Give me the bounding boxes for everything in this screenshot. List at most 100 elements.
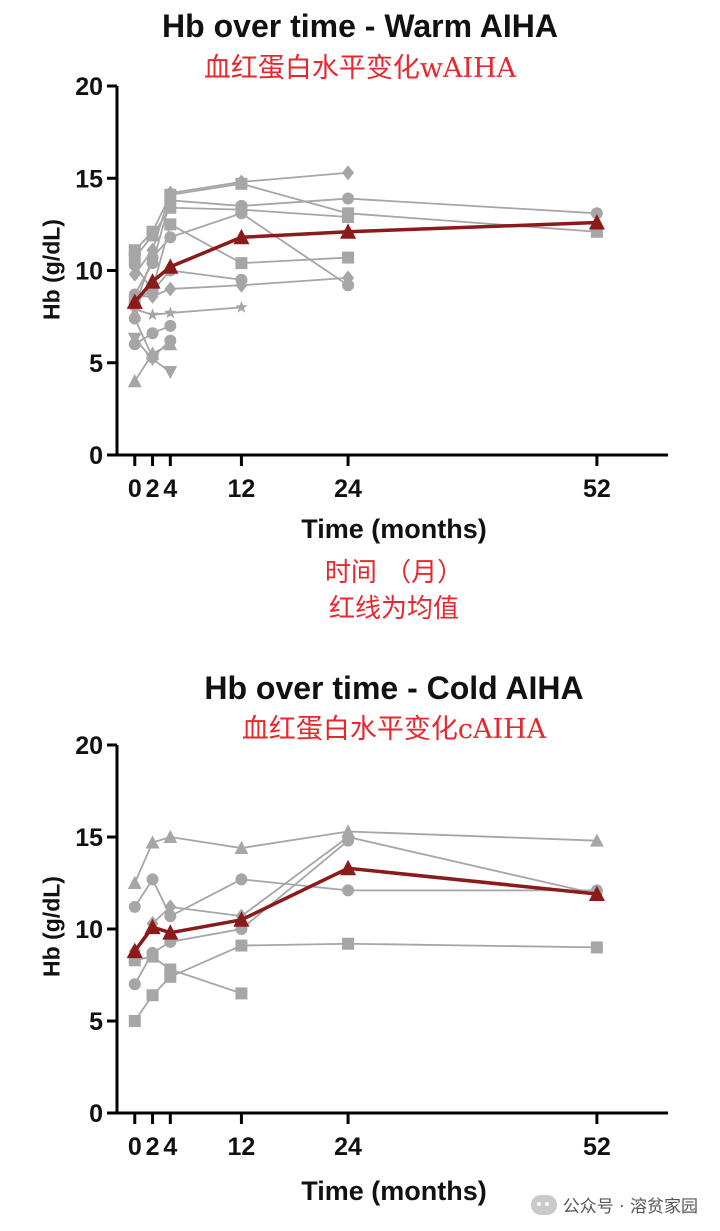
chart2-individual-point xyxy=(128,900,141,913)
chart2-x-tick-label: 52 xyxy=(583,1133,611,1161)
chart1-individual-point xyxy=(146,308,159,321)
chart1-individual-line xyxy=(133,197,597,295)
chart2-mean-point xyxy=(144,918,161,935)
chart2-individual-point xyxy=(235,939,248,952)
chart2-individual-point xyxy=(128,1015,141,1027)
chart2-individual-point xyxy=(590,941,603,954)
watermark: 公众号 · 溶贫家园 xyxy=(530,1192,698,1217)
chart2-individual-point xyxy=(163,829,178,843)
chart1-mean-point xyxy=(233,228,250,245)
chart1-mean-point xyxy=(126,293,143,309)
chart1-y-tick-label: 15 xyxy=(75,165,103,193)
chart2-individual-point xyxy=(146,873,159,886)
chart1-y-tick-label: 0 xyxy=(89,442,103,470)
chart2-individual-point xyxy=(342,937,355,950)
chart1-individual-point xyxy=(342,165,355,181)
chart1-x-tick-label: 4 xyxy=(163,475,177,503)
chart1-xlabel: Time (months) xyxy=(301,514,487,544)
chart2-individual-point xyxy=(342,834,355,847)
chart1-mean-point xyxy=(162,258,179,274)
chart2-individual-point xyxy=(590,833,604,847)
chart1-individual-point xyxy=(145,346,160,360)
chart1-x-tick-label: 2 xyxy=(146,475,160,503)
chart1-individual-point xyxy=(342,251,355,264)
chart1-y-tick-label: 5 xyxy=(89,350,103,378)
chart1-individual-point xyxy=(164,319,177,332)
chart1-note-cn: 红线为均值 xyxy=(328,594,459,624)
chart2-individual-point xyxy=(164,899,177,915)
chart2-individual-line xyxy=(134,836,598,952)
chart1-individual-point xyxy=(164,218,177,231)
chart1-individual-point xyxy=(128,266,141,282)
chart1-mean-point xyxy=(340,223,357,239)
chart2-title: Hb over time - Cold AIHA xyxy=(204,670,584,706)
chart2-individual-point xyxy=(128,978,141,991)
chart2-individual-point xyxy=(146,989,159,1002)
chart2-individual-line xyxy=(133,830,597,884)
chart1-individual-point xyxy=(164,306,177,319)
chart2-x-tick-label: 12 xyxy=(228,1133,256,1161)
watermark-text: 公众号 · 溶贫家园 xyxy=(562,1197,698,1217)
chart1-y-tick-label: 10 xyxy=(75,258,103,286)
chart2-individual-point xyxy=(235,873,248,886)
chart2-individual-line xyxy=(134,955,242,995)
chart1-x-tick-label: 52 xyxy=(583,475,611,503)
chart1-individual-point xyxy=(342,210,355,223)
chart2-individual-point xyxy=(164,963,177,976)
chart1-individual-point xyxy=(164,281,177,297)
chart2-mean-point xyxy=(340,859,357,876)
chart2-mean-point xyxy=(126,942,143,959)
chart1-individual-point xyxy=(127,374,142,388)
chart1-x-tick-label: 24 xyxy=(334,475,362,503)
chart2-y-tick-label: 5 xyxy=(89,1008,103,1036)
chart2-mean-point xyxy=(588,885,605,902)
chart1-individual-point xyxy=(146,229,159,242)
chart2-individual-point xyxy=(145,835,160,849)
chart2-mean-line xyxy=(133,866,598,953)
chart1-title: Hb over time - Warm AIHA xyxy=(162,8,558,44)
chart1-individual-line xyxy=(134,306,242,316)
chart1-individual-point xyxy=(235,273,248,286)
chart2-mean-point xyxy=(233,911,250,927)
chart2-individual-line xyxy=(134,942,597,1022)
chart1-x-tick-label: 12 xyxy=(228,475,256,503)
chart2-mean-point xyxy=(162,924,179,940)
chart2-individual-point xyxy=(146,950,159,963)
chart2-individual-point xyxy=(342,884,355,897)
chart1-individual-point xyxy=(342,192,355,205)
chart2-y-tick-label: 20 xyxy=(75,732,103,760)
chart2-xlabel: Time (months) xyxy=(301,1176,487,1206)
chart1-individual-point xyxy=(146,327,159,340)
chart1-individual-point xyxy=(146,251,159,264)
chart1-individual-point xyxy=(235,257,248,270)
chart1-individual-point xyxy=(128,338,141,351)
chart2-x-tick-label: 4 xyxy=(163,1133,177,1161)
chart2-y-tick-label: 0 xyxy=(89,1100,103,1128)
chart2-individual-point xyxy=(164,910,177,923)
chart1-individual-point xyxy=(164,231,177,244)
chart1-individual-point xyxy=(235,207,248,220)
chart2-individual-point xyxy=(127,875,142,889)
chart2-y-tick-label: 10 xyxy=(75,916,103,944)
chart2-x-tick-label: 0 xyxy=(128,1133,142,1161)
chart2-x-tick-label: 24 xyxy=(334,1133,362,1161)
chart1-individual-point xyxy=(590,207,603,220)
chart1-individual-point xyxy=(163,365,178,380)
chart1-subtitle: 血红蛋白水平变化wAIHA xyxy=(203,53,517,84)
chart2-individual-point xyxy=(235,987,248,1000)
chart1-xlabel-cn: 时间 （月） xyxy=(324,558,464,588)
chart2-subtitle: 血红蛋白水平变化cAIHA xyxy=(241,714,547,745)
chart1-individual-point xyxy=(235,300,248,313)
chart1-y-tick-label: 20 xyxy=(75,73,103,101)
chart1-mean-point xyxy=(144,273,161,289)
chart2-x-tick-label: 2 xyxy=(146,1133,160,1161)
chart1-mean-point xyxy=(588,214,605,230)
chart2-individual-point xyxy=(234,840,249,855)
chart1-individual-point xyxy=(128,258,141,271)
chart1-individual-point xyxy=(235,174,248,190)
chart1-individual-point xyxy=(164,194,177,207)
wechat-icon xyxy=(530,1194,557,1215)
chart1-individual-point xyxy=(342,270,355,286)
